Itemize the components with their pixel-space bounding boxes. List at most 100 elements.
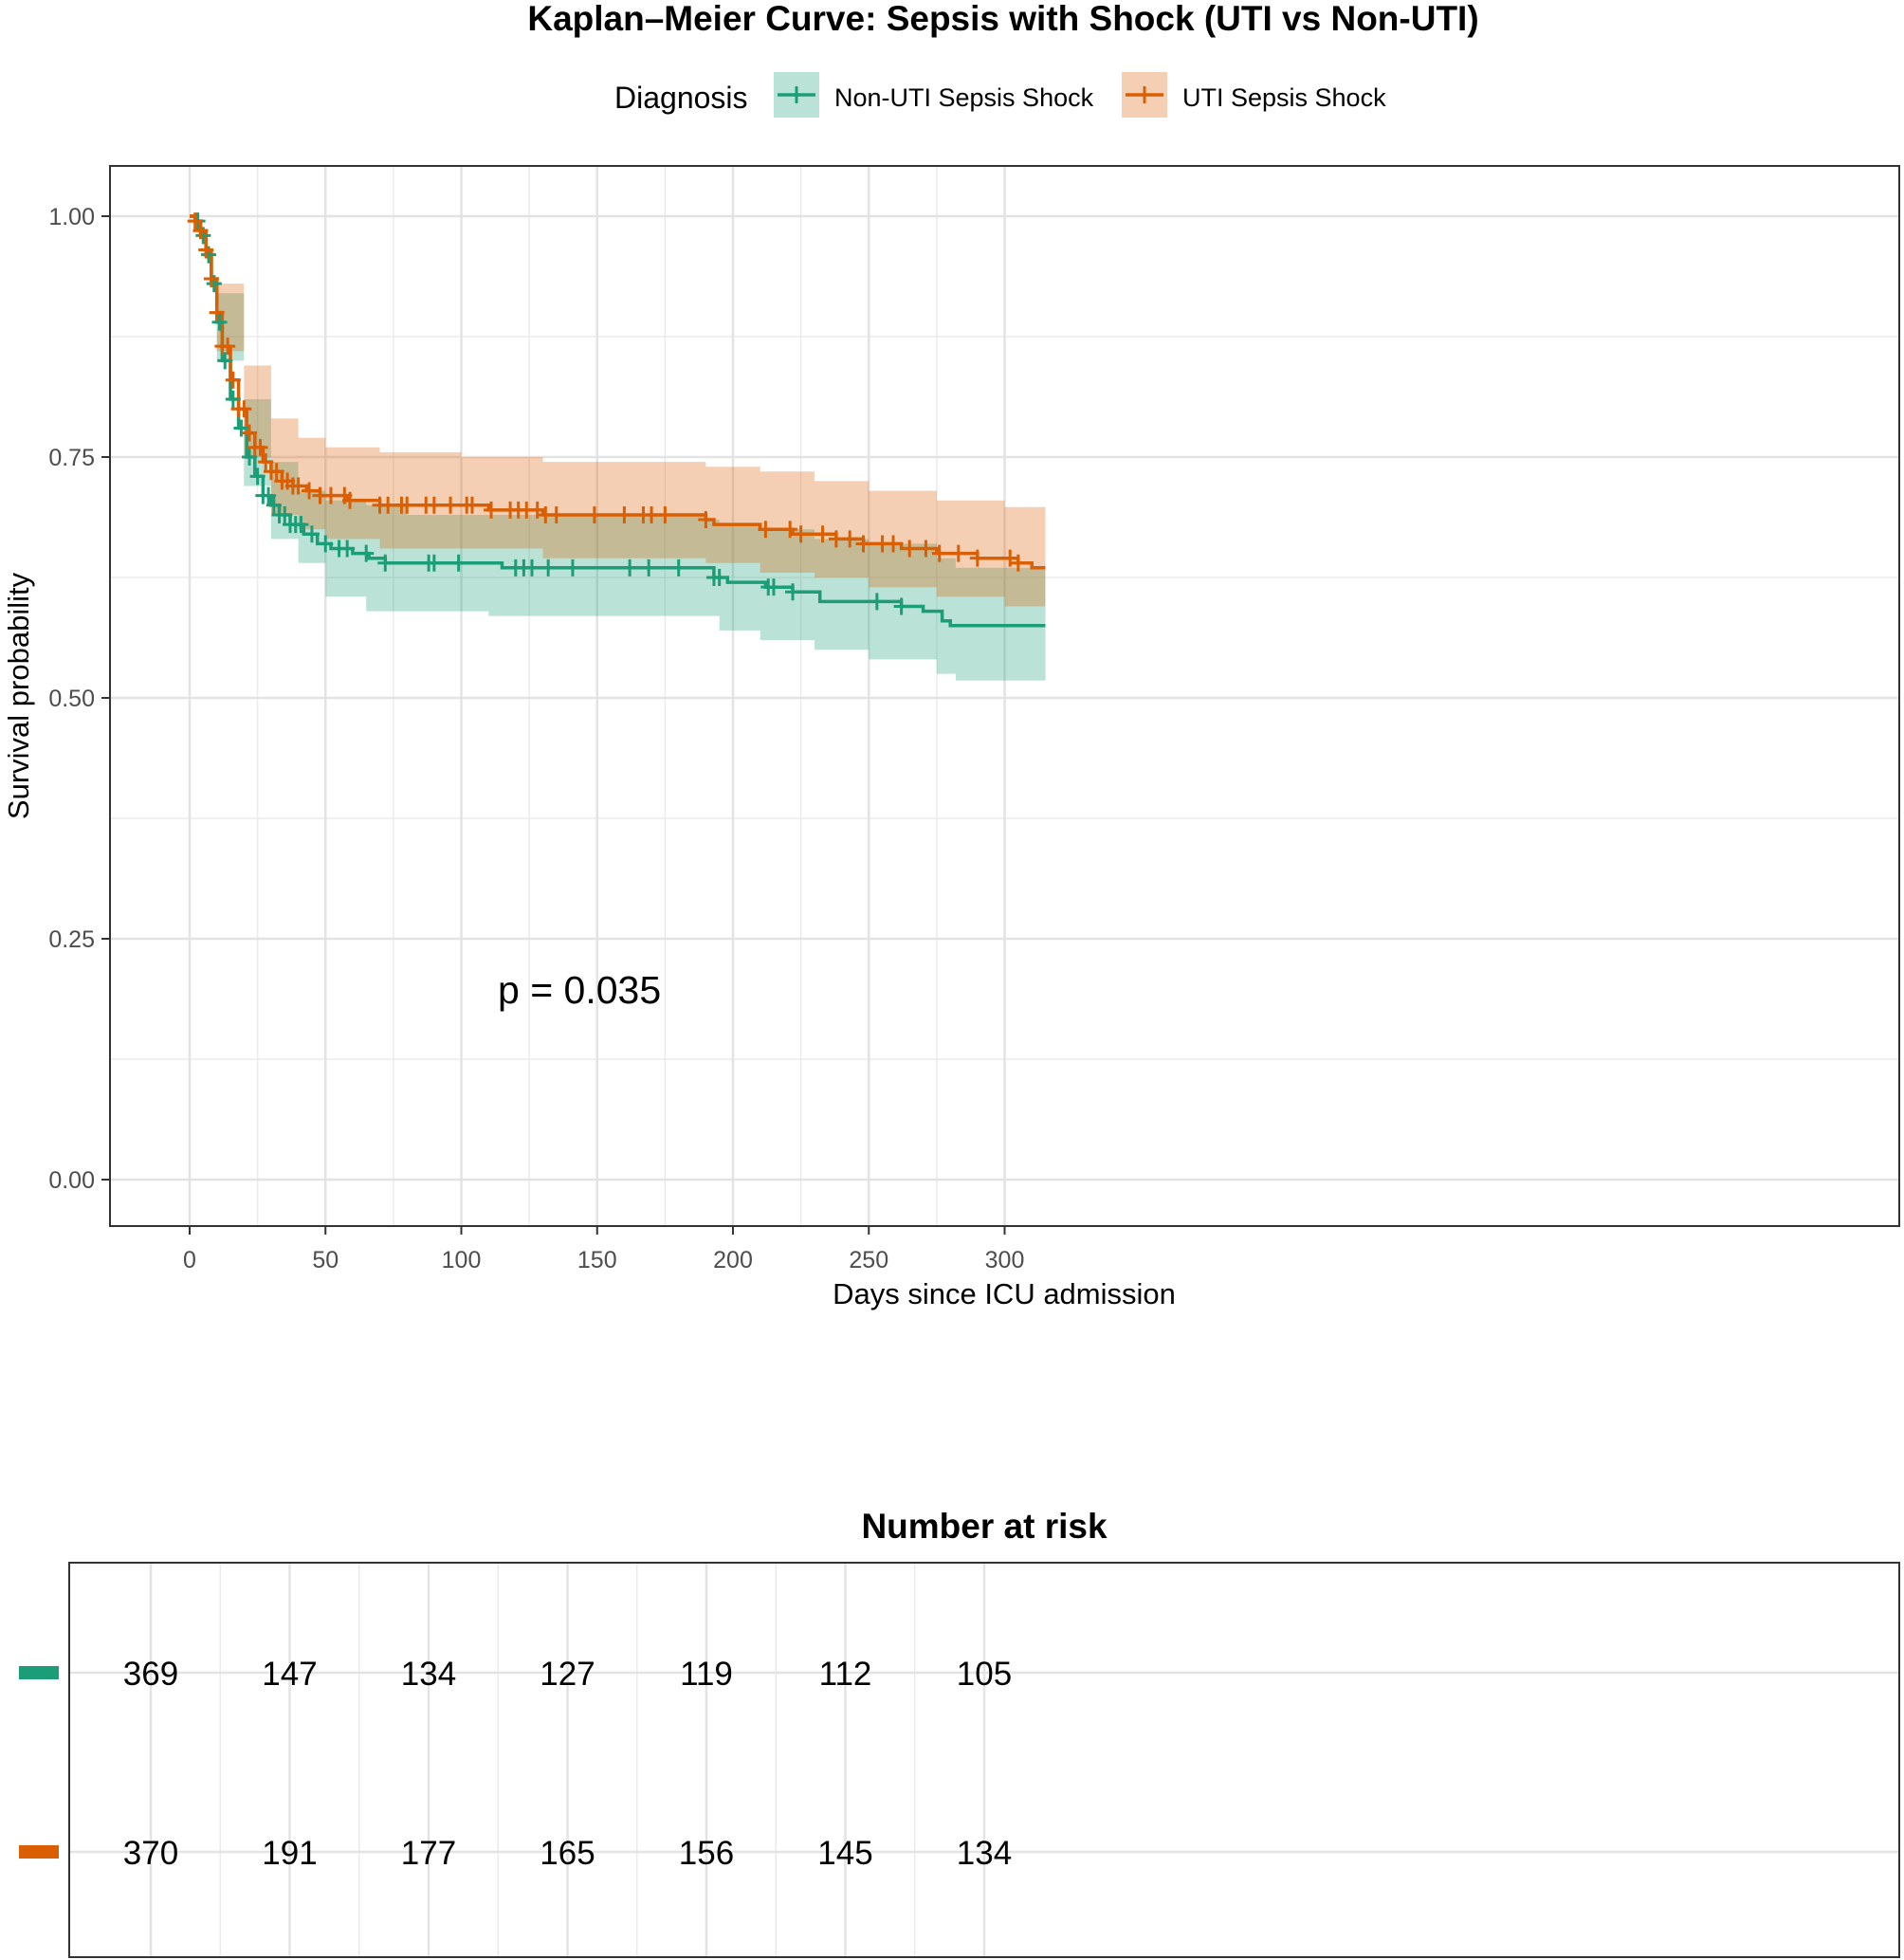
censor-mark-non-uti [426, 554, 442, 572]
censor-mark-uti [886, 535, 902, 553]
chart-title: Kaplan–Meier Curve: Sepsis with Shock (U… [527, 0, 1478, 38]
censor-mark-uti [698, 511, 714, 529]
risk-cell-non-uti: 147 [262, 1656, 317, 1693]
x-tick-label: 0 [183, 1247, 196, 1273]
y-tick-label: 1.00 [48, 204, 95, 230]
confidence-band-uti [190, 216, 1046, 616]
censor-mark-non-uti [785, 583, 801, 601]
y-tick-label: 0.50 [48, 686, 95, 712]
censor-mark-non-uti [233, 419, 249, 437]
censor-mark-uti [529, 501, 545, 519]
censor-mark-uti [1002, 549, 1018, 567]
x-tick-label: 300 [985, 1247, 1025, 1273]
risk-cell-uti: 370 [123, 1835, 178, 1872]
censor-mark-non-uti [540, 559, 557, 577]
x-axis: 0 50 100 150 200 250 300 [183, 1226, 1024, 1273]
grid-lines [110, 166, 1899, 1226]
censor-mark-non-uti [765, 578, 781, 596]
censor-mark-uti [322, 486, 339, 504]
censor-mark-uti [969, 549, 985, 567]
censor-mark-uti [828, 530, 844, 548]
censor-mark-uti [426, 496, 442, 514]
risk-cell-non-uti: 119 [680, 1656, 733, 1693]
censor-mark-uti [1010, 554, 1026, 572]
censor-mark-non-uti [293, 516, 309, 534]
censor-mark-uti [252, 438, 268, 456]
risk-cell-non-uti: 134 [401, 1656, 456, 1693]
risk-table-keys [19, 1666, 59, 1859]
risk-cell-uti: 145 [817, 1835, 872, 1872]
x-tick-label: 100 [442, 1247, 482, 1273]
censor-mark-non-uti [265, 496, 282, 514]
censor-mark-non-uti [225, 391, 241, 409]
risk-cell-uti: 156 [679, 1835, 734, 1872]
risk-row-key-non-uti [19, 1666, 59, 1679]
risk-cell-uti: 177 [401, 1835, 456, 1872]
censor-mark-uti [616, 505, 632, 523]
censor-mark-uti [258, 453, 274, 471]
y-axis: 0.00 0.25 0.50 0.75 1.00 [48, 204, 110, 1194]
risk-table-grid [69, 1563, 1899, 1957]
risk-row-key-uti [19, 1845, 59, 1859]
censor-mark-non-uti [303, 525, 320, 543]
censor-mark-non-uti [564, 559, 580, 577]
censor-mark-uti [644, 505, 660, 523]
censor-mark-uti [342, 491, 358, 509]
censor-mark-uti [918, 540, 934, 558]
censor-mark-uti [192, 222, 209, 240]
censor-mark-uti [443, 496, 459, 514]
y-tick-label: 0.00 [48, 1167, 95, 1194]
x-tick-label: 200 [713, 1247, 753, 1273]
y-tick-label: 0.25 [48, 926, 95, 953]
legend-key-uti [1122, 72, 1167, 118]
censor-mark-non-uti [249, 467, 265, 485]
legend-label-uti: UTI Sepsis Shock [1182, 83, 1386, 112]
censor-mark-uti [203, 270, 219, 288]
risk-table-border [68, 1562, 1900, 1958]
censor-mark-uti [793, 525, 809, 543]
censor-mark-uti [782, 521, 798, 539]
censor-mark-uti [198, 241, 214, 259]
censor-mark-uti [931, 544, 947, 562]
legend: Diagnosis Non-UTI Sepsis Shock UTI Sepsi… [614, 72, 1386, 118]
censor-mark-non-uti [242, 449, 258, 466]
censor-marks [187, 212, 1026, 615]
censor-mark-non-uti [622, 559, 638, 577]
risk-cell-uti: 165 [540, 1835, 595, 1872]
censor-mark-uti [242, 424, 258, 442]
censor-mark-uti [657, 505, 673, 523]
legend-key-non-uti [774, 72, 819, 118]
censor-mark-non-uti [358, 544, 375, 562]
y-axis-title: Survival probability [2, 572, 35, 819]
x-tick-label: 50 [312, 1247, 339, 1273]
censor-mark-uti [225, 371, 241, 389]
censor-mark-non-uti [217, 352, 233, 370]
censor-mark-uti [236, 400, 252, 418]
legend-title: Diagnosis [614, 81, 748, 115]
x-tick-label: 150 [577, 1247, 617, 1273]
censor-mark-non-uti [339, 540, 356, 558]
risk-cell-uti: 134 [957, 1835, 1012, 1872]
censor-mark-uti [855, 535, 871, 553]
censor-mark-non-uti [377, 554, 394, 572]
censor-mark-uti [187, 212, 203, 230]
risk-cell-non-uti: 127 [540, 1656, 595, 1693]
p-value-annotation: p = 0.035 [498, 968, 661, 1012]
x-tick-label: 250 [849, 1247, 888, 1273]
censor-mark-uti [902, 540, 918, 558]
censor-mark-non-uti [641, 559, 657, 577]
censor-mark-non-uti [318, 535, 334, 553]
y-tick-label: 0.75 [48, 445, 95, 471]
risk-table: Number at risk 369 147 134 127 119 112 105 370 1… [19, 1507, 1900, 1958]
censor-mark-non-uti [211, 313, 228, 331]
censor-mark-uti [758, 521, 774, 539]
risk-cell-non-uti: 105 [957, 1656, 1012, 1693]
censor-mark-uti [290, 477, 306, 495]
censor-mark-non-uti [450, 554, 467, 572]
censor-mark-non-uti [670, 559, 687, 577]
risk-table-cells: 369 147 134 127 119 112 105 370 191 177 165 156 145 1… [123, 1656, 1012, 1872]
censor-mark-non-uti [523, 559, 540, 577]
survival-plot: 0 50 100 150 200 250 300 0.000.250.500.751.00 … [2, 165, 1900, 1310]
censor-mark-uti [484, 501, 500, 519]
